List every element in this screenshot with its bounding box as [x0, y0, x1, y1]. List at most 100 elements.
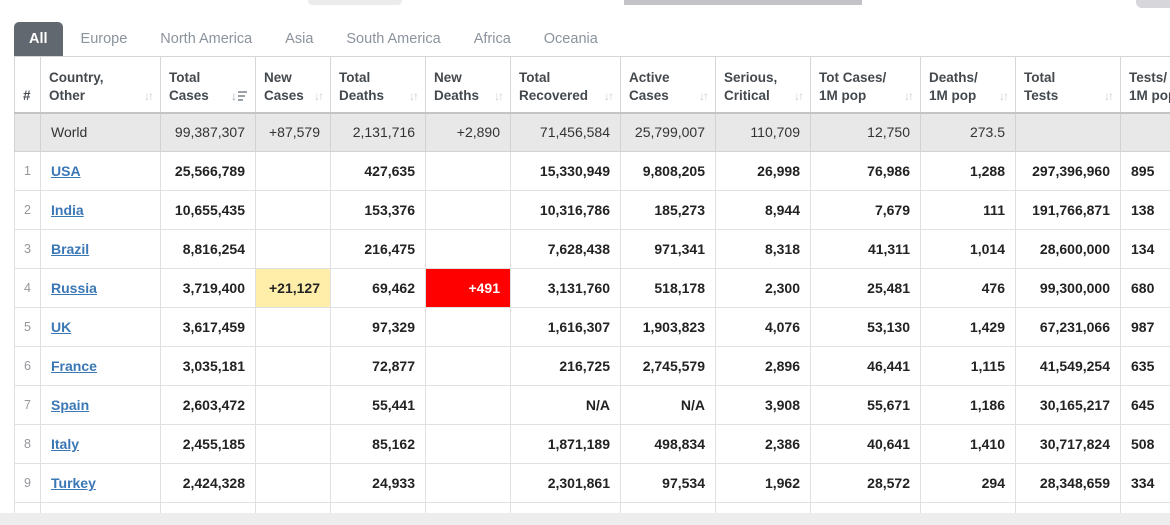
total-tests-cell: 28,600,000 — [1015, 229, 1121, 269]
sort-both-icon[interactable]: ↓↑ — [314, 88, 324, 103]
column-label-line1: Active — [629, 69, 670, 85]
country-link[interactable]: Brazil — [51, 241, 90, 257]
total-cases-cell: 2,424,328 — [160, 463, 256, 503]
column-header[interactable]: Total Tests ↓↑ ↓ — [1015, 56, 1121, 114]
active-cases-cell: 2,745,579 — [620, 346, 716, 386]
active-cases-cell: 518,178 — [620, 268, 716, 308]
continent-tab[interactable]: North America — [145, 22, 267, 56]
continent-tabs: All Europe North America Asia South Amer… — [14, 22, 616, 56]
country-link[interactable]: France — [51, 358, 97, 374]
country-row: 3 Brazil 8,816,254 216,475 7,628,438 971… — [14, 229, 1170, 269]
column-header[interactable]: New Cases ↓↑ ↓ — [255, 56, 331, 114]
column-label-line1: Total — [1024, 69, 1056, 85]
new-deaths-cell — [425, 229, 511, 269]
total-cases-cell: 8,816,254 — [160, 229, 256, 269]
serious-critical-cell: 8,944 — [715, 190, 811, 230]
column-header[interactable]: New Deaths ↓↑ ↓ — [425, 56, 511, 114]
new-cases-cell — [255, 190, 331, 230]
column-header[interactable]: Total Cases ↓↑ ↓ — [160, 56, 256, 114]
column-header[interactable]: Country, Other ↓↑ ↓ — [40, 56, 161, 114]
column-label-line1 — [23, 69, 32, 87]
total-cases-cell: 3,035,181 — [160, 346, 256, 386]
sort-both-icon[interactable]: ↓↑ — [604, 88, 614, 103]
row-rank: 2 — [14, 190, 41, 230]
country-link[interactable]: Italy — [51, 436, 80, 452]
column-label-line2: Other — [49, 87, 86, 103]
deaths-1m-cell: 111 — [920, 190, 1016, 230]
total-deaths-cell: 24,933 — [330, 463, 426, 503]
column-label-line1: New — [264, 69, 292, 85]
country-link[interactable]: Spain — [51, 397, 90, 413]
sort-both-icon[interactable]: ↓↑ — [494, 88, 504, 103]
sort-both-icon[interactable]: ↓↑ — [1104, 88, 1114, 103]
country-link[interactable]: Turkey — [51, 475, 96, 491]
sort-both-icon[interactable]: ↓↑ — [144, 88, 154, 103]
sort-both-icon[interactable]: ↓↑ — [999, 88, 1009, 103]
tot-cases-1m-cell: 28,572 — [810, 463, 921, 503]
total-recovered-cell: 1,616,307 — [510, 307, 621, 347]
total-deaths-cell: 97,329 — [330, 307, 426, 347]
column-header[interactable]: Deaths/ 1M pop ↓↑ ↓ — [920, 56, 1016, 114]
column-header[interactable]: Total Recovered ↓↑ ↓ — [510, 56, 621, 114]
horizontal-scrollbar[interactable] — [0, 513, 1170, 525]
row-rank: 4 — [14, 268, 41, 308]
sort-both-icon[interactable]: ↓↑ — [409, 88, 419, 103]
continent-tab[interactable]: Africa — [459, 22, 526, 56]
column-label-line2: Cases — [169, 87, 209, 103]
total-deaths-cell: 153,376 — [330, 190, 426, 230]
sort-descending-icon[interactable]: ↓ — [231, 87, 247, 105]
tot-cases-1m-cell: 40,641 — [810, 424, 921, 464]
deaths-1m-cell: 1,288 — [920, 151, 1016, 191]
total-cases-cell: 25,566,789 — [160, 151, 256, 191]
active-cases-cell: N/A — [620, 385, 716, 425]
world-deaths-1m: 273.5 — [920, 112, 1016, 152]
continent-tab[interactable]: Asia — [270, 22, 328, 56]
total-tests-cell: 28,348,659 — [1015, 463, 1121, 503]
deaths-1m-cell: 1,429 — [920, 307, 1016, 347]
total-cases-cell: 10,655,435 — [160, 190, 256, 230]
column-label-line2: Cases — [629, 87, 669, 103]
column-header[interactable]: Active Cases ↓↑ ↓ — [620, 56, 716, 114]
sort-both-icon[interactable]: ↓↑ — [794, 88, 804, 103]
new-deaths-cell — [425, 151, 511, 191]
country-link[interactable]: UK — [51, 319, 72, 335]
continent-tab[interactable]: Europe — [66, 22, 143, 56]
sort-both-icon[interactable]: ↓↑ — [699, 88, 709, 103]
column-label-line2: Tests — [1024, 87, 1059, 103]
column-header[interactable]: Total Deaths ↓↑ ↓ — [330, 56, 426, 114]
continent-tab[interactable]: South America — [331, 22, 455, 56]
serious-critical-cell: 2,386 — [715, 424, 811, 464]
country-link[interactable]: USA — [51, 163, 81, 179]
country-link[interactable]: Russia — [51, 280, 97, 296]
world-name-cell: World — [40, 112, 161, 152]
tests-1m-cell: 645 — [1120, 385, 1170, 425]
total-recovered-cell: 1,871,189 — [510, 424, 621, 464]
country-link[interactable]: India — [51, 202, 84, 218]
column-label-line1: New — [434, 69, 462, 85]
country-cell: France — [40, 346, 161, 386]
column-header[interactable]: Tests/ 1M pop ↓↑ ↓ — [1120, 56, 1170, 114]
row-rank: 7 — [14, 385, 41, 425]
total-recovered-cell: 2,301,861 — [510, 463, 621, 503]
total-deaths-cell: 216,475 — [330, 229, 426, 269]
column-label-line1: Country, — [49, 69, 104, 85]
column-label-line2: Cases — [264, 87, 304, 103]
column-header[interactable]: Serious, Critical ↓↑ ↓ — [715, 56, 811, 114]
column-header[interactable]: Tot Cases/ 1M pop ↓↑ ↓ — [810, 56, 921, 114]
new-cases-cell — [255, 307, 331, 347]
column-label-line1: Tot Cases/ — [819, 69, 887, 85]
continent-tab[interactable]: Oceania — [529, 22, 613, 56]
column-header[interactable]: # ↓↑ ↓ — [14, 56, 41, 114]
world-total-recovered: 71,456,584 — [510, 112, 621, 152]
sort-both-icon[interactable]: ↓↑ — [904, 88, 914, 103]
tests-1m-cell: 334 — [1120, 463, 1170, 503]
active-cases-cell: 971,341 — [620, 229, 716, 269]
row-rank: 1 — [14, 151, 41, 191]
new-deaths-cell — [425, 346, 511, 386]
continent-tab[interactable]: All — [14, 22, 63, 56]
new-deaths-cell — [425, 424, 511, 464]
total-tests-cell: 99,300,000 — [1015, 268, 1121, 308]
new-deaths-cell — [425, 385, 511, 425]
column-label-line2: 1M pop — [929, 87, 977, 103]
new-cases-cell — [255, 463, 331, 503]
